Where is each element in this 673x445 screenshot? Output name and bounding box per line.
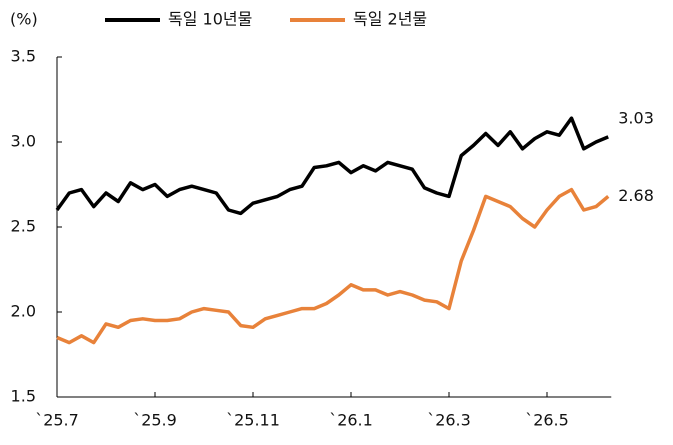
y-tick-label: 2.0 <box>11 302 36 321</box>
y-tick-label: 3.5 <box>11 47 36 66</box>
x-tick-label: `25.7 <box>35 411 79 430</box>
x-tick-label: `25.9 <box>133 411 177 430</box>
x-tick-label: `25.11 <box>226 411 280 430</box>
x-tick-label: `26.1 <box>329 411 373 430</box>
x-tick-label: `26.3 <box>427 411 471 430</box>
series-line <box>56 187 610 345</box>
end-label: 3.03 <box>618 108 654 127</box>
legend-label: 독일 2년물 <box>353 10 427 29</box>
legend-label: 독일 10년물 <box>168 10 252 29</box>
y-tick-label: 3.0 <box>11 132 36 151</box>
x-tick-label: `26.5 <box>525 411 569 430</box>
end-label: 2.68 <box>618 186 654 205</box>
y-tick-label: 1.5 <box>11 387 36 406</box>
series-line <box>55 116 609 216</box>
y-axis-unit: (%) <box>10 10 38 29</box>
y-tick-label: 2.5 <box>11 217 36 236</box>
